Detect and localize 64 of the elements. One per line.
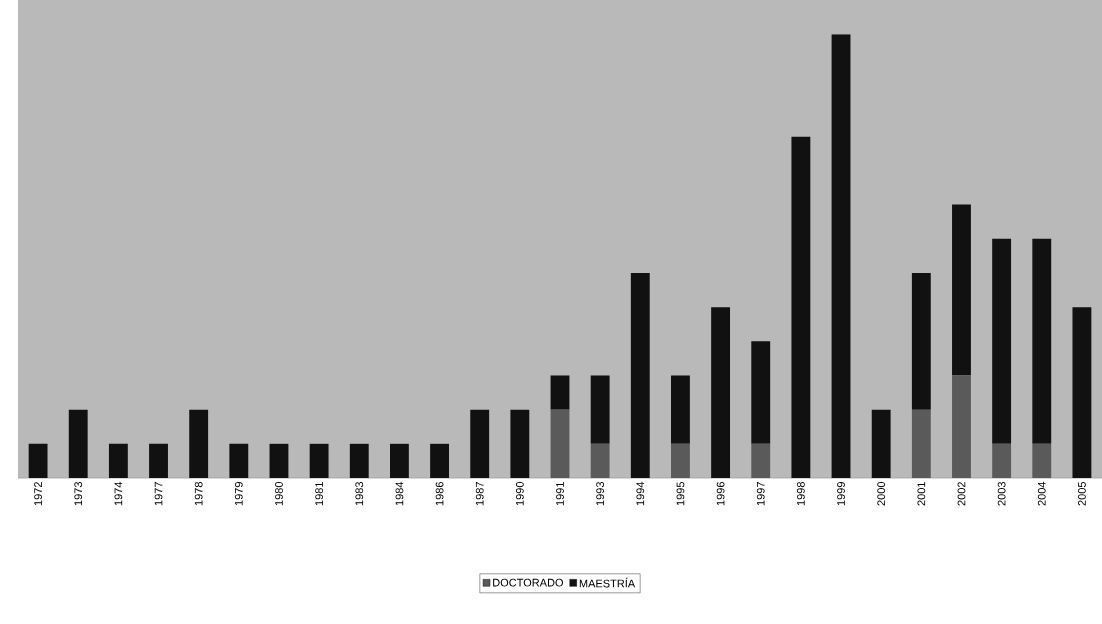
x-tick-label: 2002 (957, 482, 966, 506)
x-tick-label: 1974 (114, 481, 123, 506)
x-tick-label: 1993 (596, 482, 605, 506)
legend-label: DOCTORADO (493, 578, 564, 587)
bar (229, 443, 249, 478)
x-tick-label: 1981 (315, 482, 324, 506)
x-tick-label: 1979 (234, 482, 243, 506)
bar (711, 307, 731, 478)
x-tick-label: 1996 (716, 482, 725, 506)
bar (389, 443, 409, 478)
x-tick-label: 1972 (34, 482, 42, 506)
x-tick-label: 1984 (395, 481, 404, 506)
bar (470, 409, 490, 478)
bar (671, 443, 690, 478)
bar (108, 443, 128, 478)
bar (590, 375, 610, 444)
bar (751, 341, 771, 444)
bar (510, 409, 530, 478)
x-tick-label: 2001 (917, 482, 926, 506)
bar (28, 443, 48, 478)
bar (149, 443, 168, 478)
x-tick-label: 1986 (435, 482, 444, 506)
x-tick-label: 1999 (837, 482, 845, 506)
bar (430, 443, 449, 478)
x-tick-label: 1995 (676, 482, 685, 506)
x-tick-label: 2000 (877, 481, 886, 506)
x-tick-label: 1983 (355, 482, 364, 506)
bar (791, 136, 811, 478)
x-tick-label: 1991 (556, 482, 564, 506)
x-tick-label: 1987 (475, 482, 484, 506)
bar (871, 409, 891, 478)
bar (831, 34, 851, 478)
bar (992, 443, 1012, 478)
legend-label: MAESTRÍA (579, 577, 636, 588)
x-tick-label: 1998 (797, 482, 805, 506)
x-tick-label: 1994 (636, 481, 645, 506)
bar (349, 443, 369, 478)
bar (911, 409, 931, 478)
bar (992, 238, 1012, 444)
x-tick-label: 1977 (154, 482, 163, 506)
bar (952, 204, 971, 376)
bar (630, 272, 650, 478)
bar (68, 409, 88, 478)
bar (1032, 238, 1052, 444)
x-tick-label: 1997 (756, 482, 765, 506)
bar (550, 409, 570, 478)
x-tick-label: 1980 (275, 481, 283, 506)
x-tick-label: 1973 (74, 482, 83, 506)
x-tick-label: 2003 (997, 482, 1006, 506)
x-tick-label: 2005 (1078, 482, 1086, 506)
bar (911, 272, 931, 410)
bar (751, 443, 771, 478)
x-tick-label: 1990 (515, 481, 524, 506)
bar (269, 443, 289, 478)
bar (952, 375, 971, 478)
bar (671, 375, 690, 444)
x-tick-label: 1978 (194, 482, 203, 506)
bar (1072, 307, 1092, 478)
bar (1032, 443, 1052, 478)
bar (590, 443, 610, 478)
bar (550, 375, 570, 410)
x-tick-label: 2004 (1037, 481, 1046, 506)
bar (309, 443, 329, 478)
bar (189, 409, 209, 478)
